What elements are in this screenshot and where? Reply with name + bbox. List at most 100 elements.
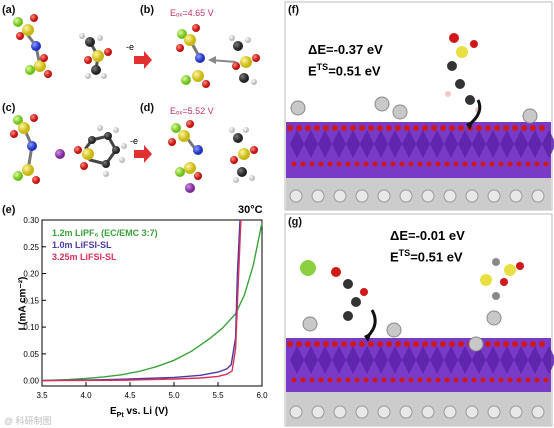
surface-oxygen-atom (354, 161, 360, 167)
surface-octahedron (458, 130, 472, 158)
panel-f-label: (f) (288, 4, 299, 16)
panel-g-delta-e: ΔE=-0.01 eV (390, 228, 465, 243)
bulk-atom (509, 405, 523, 419)
bulk-atom (377, 405, 391, 419)
surface-oxygen-atom (327, 161, 333, 167)
surface-oxygen-atom (408, 161, 414, 167)
x-tick-label: 5.0 (168, 391, 180, 400)
x-tick-label: 4.0 (80, 391, 92, 400)
surface-oxygen-atom (485, 341, 491, 347)
surface-oxygen-atom (386, 341, 392, 347)
surface-octahedron (346, 346, 360, 374)
surface-oxygen-atom (462, 377, 468, 383)
surface-oxygen-atom (381, 161, 387, 167)
x-tick-label: 4.5 (124, 391, 136, 400)
surface-oxygen-atom (471, 377, 477, 383)
surface-oxygen-atom (498, 377, 504, 383)
fsi-anion-molecule (13, 14, 52, 78)
surface-oxygen-atom (426, 377, 432, 383)
panel-f-ets: ETS=0.51 eV (308, 62, 381, 79)
adsorbate-atom (343, 279, 353, 289)
panel-b-label: (b) (140, 4, 155, 16)
surface-metal-atom (486, 310, 502, 326)
adsorbate-atom (351, 297, 361, 307)
surface-oxygen-atom (449, 341, 455, 347)
surface-oxygen-atom (296, 341, 302, 347)
bulk-atom (333, 405, 347, 419)
surface-metal-atom (374, 96, 390, 112)
surface-octahedron (290, 346, 304, 374)
surface-oxygen-atom (431, 125, 437, 131)
surface-oxygen-atom (534, 377, 540, 383)
surface-octahedron (514, 130, 528, 158)
surface-oxygen-atom (471, 161, 477, 167)
bulk-atom (531, 189, 545, 203)
surface-oxygen-atom (530, 125, 536, 131)
surface-oxygen-atom (521, 125, 527, 131)
surface-oxygen-atom (305, 125, 311, 131)
adsorbate-atom (456, 46, 468, 58)
series-line-1 (41, 219, 241, 382)
surface-oxygen-atom (350, 125, 356, 131)
surface-octahedron (332, 130, 346, 158)
surface-octahedron (472, 130, 486, 158)
panel-d-label: (d) (140, 102, 155, 114)
surface-oxygen-atom (363, 161, 369, 167)
surface-oxygen-atom (318, 161, 324, 167)
surface-oxygen-atom (395, 341, 401, 347)
surface-oxygen-atom (516, 161, 522, 167)
surface-oxygen-atom (534, 161, 540, 167)
surface-oxygen-atom (368, 125, 374, 131)
surface-oxygen-atom (327, 377, 333, 383)
surface-oxygen-atom (458, 341, 464, 347)
surface-octahedron (444, 130, 458, 158)
bulk-atom (355, 405, 369, 419)
surface-oxygen-atom (332, 125, 338, 131)
surface-oxygen-atom (435, 161, 441, 167)
surface-oxygen-atom (543, 377, 549, 383)
surface-oxygen-atom (408, 377, 414, 383)
surface-oxygen-atom (309, 161, 315, 167)
surface-oxygen-atom (525, 377, 531, 383)
sulfolane-ring-molecule-c (74, 125, 127, 177)
surface-oxygen-atom (417, 377, 423, 383)
surface-oxygen-atom (345, 377, 351, 383)
fsi-fragment-atom (504, 264, 516, 276)
surface-oxygen-atom (291, 377, 297, 383)
panel-f-delta-e: ΔE=-0.37 eV (308, 42, 383, 57)
bulk-atom (443, 189, 457, 203)
surface-metal-atom (468, 336, 484, 352)
plot-frame (41, 219, 263, 387)
y-tick-label: 0.30 (23, 216, 39, 225)
surface-octahedron (514, 346, 528, 374)
bulk-atom (377, 189, 391, 203)
surface-octahedron (528, 346, 542, 374)
surface-oxygen-atom (480, 161, 486, 167)
adsorbate-atom (447, 61, 457, 71)
surface-octahedron (360, 130, 374, 158)
bulk-atom (311, 405, 325, 419)
surface-octahedron (542, 346, 554, 374)
surface-oxygen-atom (453, 161, 459, 167)
x-axis-label: EPt vs. Li (V) (110, 406, 169, 419)
surface-oxygen-atom (543, 161, 549, 167)
panel-g-ets: ETS=0.51 eV (390, 248, 463, 265)
adsorbate-atom (455, 79, 465, 89)
surface-oxygen-atom (399, 377, 405, 383)
surface-oxygen-atom (462, 161, 468, 167)
surface-octahedron (318, 346, 332, 374)
surface-oxygen-atom (494, 341, 500, 347)
surface-oxygen-atom (444, 377, 450, 383)
surface-oxygen-atom (377, 125, 383, 131)
bulk-atom (487, 405, 501, 419)
surface-oxygen-atom (287, 341, 293, 347)
surface-oxygen-atom (323, 125, 329, 131)
surface-oxygen-atom (507, 161, 513, 167)
surface-oxygen-atom (440, 125, 446, 131)
surface-oxygen-atom (512, 341, 518, 347)
y-tick-label: 0.15 (23, 296, 39, 305)
surface-oxygen-atom (449, 125, 455, 131)
surface-octahedron (542, 130, 554, 158)
surface-metal-atom (392, 104, 408, 120)
